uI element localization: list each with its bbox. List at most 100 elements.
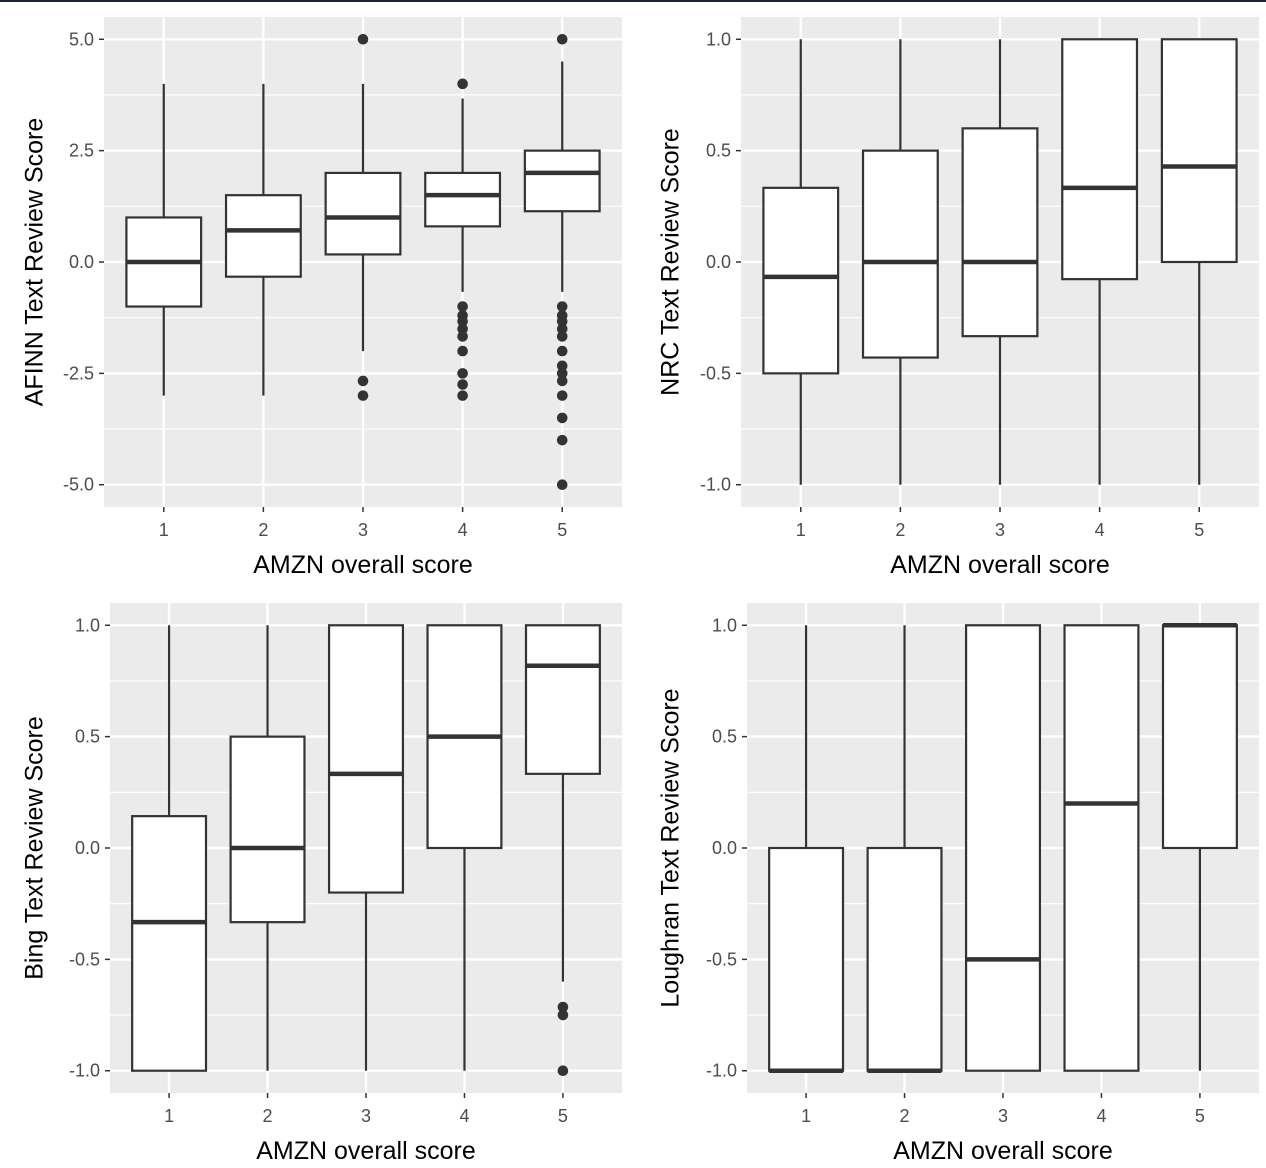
y-tick-label: 0.0	[69, 252, 94, 272]
y-tick-label: 1.0	[75, 615, 100, 635]
box-category-5	[1160, 38, 1238, 485]
outlier-point	[556, 479, 568, 491]
box-category-5	[523, 33, 601, 491]
x-tick-label: 1	[159, 520, 169, 540]
box-category-3	[964, 624, 1042, 1072]
box-category-2	[229, 625, 306, 1071]
y-axis-title: NRC Text Review Score	[657, 128, 685, 396]
y-tick-label: 1.0	[712, 615, 737, 635]
x-tick-label: 1	[796, 520, 806, 540]
box-iqr	[961, 127, 1039, 338]
chart-panel-3: -1.0 -0.5 0.0 0.5 1.0 1 2 3 4 5 AMZN overall score…	[21, 603, 622, 1165]
outlier-point	[457, 345, 468, 357]
top-border	[0, 0, 1266, 2]
box-iqr	[324, 171, 402, 256]
outlier-point	[357, 390, 369, 401]
x-axis-title: AMZN overall score	[256, 1137, 476, 1165]
outlier-point	[457, 315, 468, 327]
y-tick-label: 0.5	[75, 727, 100, 747]
y-tick-label: -1.0	[700, 475, 731, 495]
y-tick-label: 1.0	[706, 29, 731, 49]
outlier-point	[557, 1065, 569, 1077]
x-tick-label: 1	[801, 1106, 811, 1126]
outlier-point	[556, 412, 568, 424]
outlier-point	[556, 368, 568, 379]
box-category-5	[524, 624, 601, 1077]
box-category-4	[1063, 624, 1140, 1072]
outlier-point	[357, 375, 369, 387]
box-iqr	[1160, 38, 1238, 264]
x-tick-label: 5	[558, 1106, 568, 1126]
box-iqr	[229, 735, 306, 924]
box-category-2	[861, 39, 939, 485]
outlier-point	[457, 323, 468, 335]
x-tick-label: 5	[1194, 520, 1204, 540]
outlier-point	[457, 331, 468, 342]
box-category-4	[1061, 38, 1139, 485]
box-category-3	[327, 624, 405, 1071]
chart-panel-2: -1.0 -0.5 0.0 0.5 1.0 1 2 3 4 5 AMZN overall score…	[657, 17, 1259, 579]
outlier-point	[556, 360, 568, 372]
x-tick-label: 3	[998, 1106, 1008, 1126]
x-tick-label: 2	[263, 1106, 273, 1126]
box-category-2	[224, 83, 302, 396]
y-tick-label: 0.0	[75, 838, 100, 858]
box-iqr	[768, 846, 845, 1072]
outlier-point	[556, 375, 568, 387]
outlier-point	[457, 78, 468, 90]
box-iqr	[224, 194, 302, 278]
y-tick-label: 0.5	[712, 727, 737, 747]
box-category-4	[426, 624, 503, 1071]
box-category-2	[866, 625, 943, 1073]
outlier-point	[556, 33, 568, 45]
outlier-point	[457, 390, 468, 401]
x-axis-title: AMZN overall score	[890, 551, 1110, 579]
box-iqr	[866, 846, 943, 1072]
x-tick-label: 2	[258, 520, 268, 540]
outlier-point	[457, 379, 468, 390]
box-iqr	[861, 149, 939, 359]
outlier-point	[457, 368, 468, 379]
outlier-point	[556, 434, 568, 446]
y-tick-label: 0.5	[706, 141, 731, 161]
outlier-point	[556, 331, 568, 342]
y-tick-label: -1.0	[69, 1061, 100, 1081]
box-category-3	[324, 33, 402, 401]
y-tick-label: -1.0	[706, 1061, 737, 1081]
y-tick-label: -2.5	[63, 363, 94, 383]
x-tick-label: 3	[358, 520, 368, 540]
box-iqr	[762, 186, 840, 375]
outlier-point	[556, 345, 568, 357]
box-category-1	[762, 39, 840, 485]
x-axis-title: AMZN overall score	[253, 551, 473, 579]
box-iqr	[523, 149, 601, 213]
y-tick-label: -5.0	[63, 475, 94, 495]
x-axis-title: AMZN overall score	[893, 1137, 1113, 1165]
box-category-1	[125, 83, 203, 396]
y-tick-label: -0.5	[69, 949, 100, 969]
x-tick-label: 4	[458, 520, 468, 540]
y-axis-title: Bing Text Review Score	[21, 716, 49, 980]
outlier-point	[457, 301, 468, 312]
x-tick-label: 3	[361, 1106, 371, 1126]
outlier-point	[557, 1009, 569, 1021]
box-category-5	[1161, 623, 1238, 1071]
box-iqr	[524, 624, 601, 775]
box-iqr	[327, 624, 405, 894]
x-tick-label: 5	[1195, 1106, 1205, 1126]
x-tick-label: 5	[557, 520, 567, 540]
outlier-point	[556, 301, 568, 312]
y-axis-title: Loughran Text Review Score	[657, 688, 685, 1007]
outlier-point	[556, 315, 568, 327]
y-tick-label: 5.0	[69, 29, 94, 49]
x-tick-label: 1	[164, 1106, 174, 1126]
box-iqr	[1063, 624, 1140, 1072]
x-tick-label: 4	[1095, 520, 1105, 540]
y-axis-title: AFINN Text Review Score	[21, 118, 49, 407]
y-tick-label: -0.5	[700, 363, 731, 383]
chart-panel-4: -1.0 -0.5 0.0 0.5 1.0 1 2 3 4 5 AMZN overall score…	[657, 603, 1259, 1165]
y-tick-label: 2.5	[69, 141, 94, 161]
x-tick-label: 2	[895, 520, 905, 540]
chart-panel-1: -5.0 -2.5 0.0 2.5 5.0 1 2 3 4 5 AMZN overall score…	[21, 17, 622, 579]
